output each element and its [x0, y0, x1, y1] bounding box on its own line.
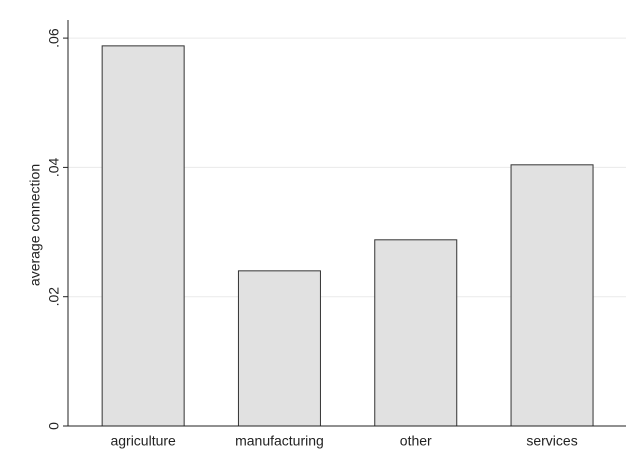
x-tick-label: manufacturing	[235, 433, 324, 449]
bar	[374, 239, 458, 427]
bar	[237, 270, 321, 427]
y-tick-label: .06	[46, 28, 62, 48]
x-tick-label: services	[526, 433, 577, 449]
x-tick-label: agriculture	[110, 433, 176, 449]
x-tick-label: other	[400, 433, 432, 449]
y-tick-label: .04	[46, 157, 62, 177]
y-tick-label: 0	[46, 422, 62, 430]
y-axis-label: average connection	[27, 164, 43, 286]
bar	[510, 164, 594, 427]
y-tick-label: .02	[46, 287, 62, 307]
bar	[101, 45, 185, 427]
